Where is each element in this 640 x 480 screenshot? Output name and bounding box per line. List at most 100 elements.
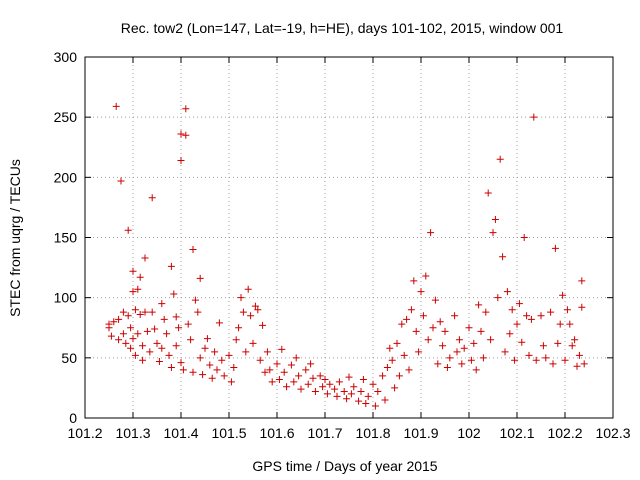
data-point [148,308,156,316]
data-point [321,375,329,383]
data-point [417,288,425,296]
data-point [434,360,442,368]
data-point [251,302,259,310]
data-point [191,296,199,304]
data-point [345,373,353,381]
data-point [131,351,139,359]
data-point [105,324,113,332]
data-point [266,366,274,374]
data-point [415,348,423,356]
data-point [487,336,495,344]
data-point [131,306,139,314]
data-point [410,277,418,285]
data-point [388,356,396,364]
data-point [523,312,531,320]
data-point [424,336,432,344]
data-point [263,348,271,356]
data-point [199,371,207,379]
data-point [470,339,478,347]
data-point [539,342,547,350]
data-point [177,156,185,164]
data-point [494,294,502,302]
x-tick-label: 101.7 [307,425,342,441]
data-point [172,313,180,321]
data-point [148,194,156,202]
data-point [393,339,401,347]
data-point [158,344,166,352]
y-tick-label: 300 [54,49,78,65]
data-point [165,351,173,359]
data-point [441,327,449,335]
data-point [568,342,576,350]
data-point [542,354,550,362]
x-tick-label: 101.6 [259,425,294,441]
data-point [139,356,147,364]
x-tick-label: 101.8 [355,425,390,441]
data-point [280,368,288,376]
data-point [551,244,559,252]
data-point [127,324,135,332]
data-point [513,320,521,328]
data-point [153,339,161,347]
data-point [563,306,571,314]
data-point [549,360,557,368]
x-tick-label: 101.4 [163,425,198,441]
data-point [347,390,355,398]
data-point [189,246,197,254]
x-tick-label: 101.5 [211,425,246,441]
data-point [297,385,305,393]
data-point [227,378,235,386]
data-point [386,344,394,352]
x-axis-label: GPS time / Days of year 2015 [252,458,437,474]
data-point [177,359,185,367]
data-point [575,351,583,359]
data-point [518,338,526,346]
data-point [400,351,408,359]
data-point [213,366,221,374]
data-point [472,366,480,374]
data-point [427,229,435,237]
data-point [566,320,574,328]
data-point [110,318,118,326]
data-point [431,296,439,304]
x-tick-label: 101.9 [403,425,438,441]
data-point [407,306,415,314]
data-point [218,356,226,364]
data-point [496,155,504,163]
y-axis: 0 50 100 150 200 250 300 [54,49,613,426]
data-point [501,348,509,356]
data-point [170,290,178,298]
data-point [275,375,283,383]
data-point [163,330,171,338]
data-point [333,392,341,400]
data-point [302,366,310,374]
x-axis: 101.2 101.3 101.4 101.5 101.6 101.7 101.8 101.9… [67,57,631,441]
data-point [571,336,579,344]
data-point [112,102,120,110]
data-point [146,348,154,356]
y-tick-label: 100 [54,290,78,306]
data-point [335,378,343,386]
data-point [179,366,187,374]
data-point [491,215,499,223]
data-point [119,308,127,316]
data-point [182,105,190,113]
data-point [554,339,562,347]
data-point [355,397,363,405]
data-point [383,363,391,371]
y-tick-label: 50 [61,350,77,366]
data-point [455,336,463,344]
data-point [311,388,319,396]
data-point [467,356,475,364]
data-point [232,336,240,344]
data-point [479,354,487,362]
data-point [189,368,197,376]
data-point [136,273,144,281]
data-point [196,274,204,282]
data-series [105,102,588,410]
data-point [117,177,125,185]
data-point [398,320,406,328]
data-point [316,372,324,380]
data-point [141,254,149,262]
